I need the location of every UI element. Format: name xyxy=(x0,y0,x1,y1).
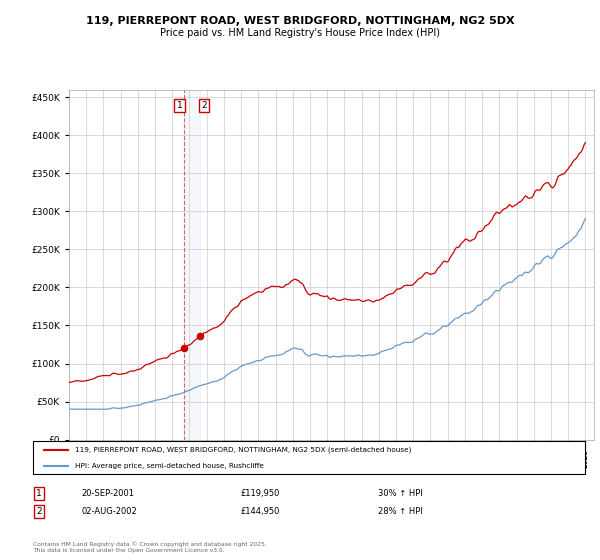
Text: 119, PIERREPONT ROAD, WEST BRIDGFORD, NOTTINGHAM, NG2 5DX: 119, PIERREPONT ROAD, WEST BRIDGFORD, NO… xyxy=(86,16,514,26)
Text: £144,950: £144,950 xyxy=(240,507,280,516)
Text: 1: 1 xyxy=(176,101,182,110)
Text: £119,950: £119,950 xyxy=(240,489,280,498)
Text: Price paid vs. HM Land Registry's House Price Index (HPI): Price paid vs. HM Land Registry's House … xyxy=(160,28,440,38)
Text: 2: 2 xyxy=(201,101,206,110)
Text: 1: 1 xyxy=(36,489,42,498)
Text: 02-AUG-2002: 02-AUG-2002 xyxy=(81,507,137,516)
Point xyxy=(179,344,188,353)
Text: 28% ↑ HPI: 28% ↑ HPI xyxy=(378,507,423,516)
Text: 20-SEP-2001: 20-SEP-2001 xyxy=(81,489,134,498)
Text: 119, PIERREPONT ROAD, WEST BRIDGFORD, NOTTINGHAM, NG2 5DX (semi-detached house): 119, PIERREPONT ROAD, WEST BRIDGFORD, NO… xyxy=(75,447,412,454)
Text: 2: 2 xyxy=(36,507,42,516)
Point xyxy=(195,332,205,340)
Text: HPI: Average price, semi-detached house, Rushcliffe: HPI: Average price, semi-detached house,… xyxy=(75,463,264,469)
Text: 30% ↑ HPI: 30% ↑ HPI xyxy=(378,489,423,498)
Bar xyxy=(184,90,200,440)
Text: Contains HM Land Registry data © Crown copyright and database right 2025.
This d: Contains HM Land Registry data © Crown c… xyxy=(33,542,267,553)
